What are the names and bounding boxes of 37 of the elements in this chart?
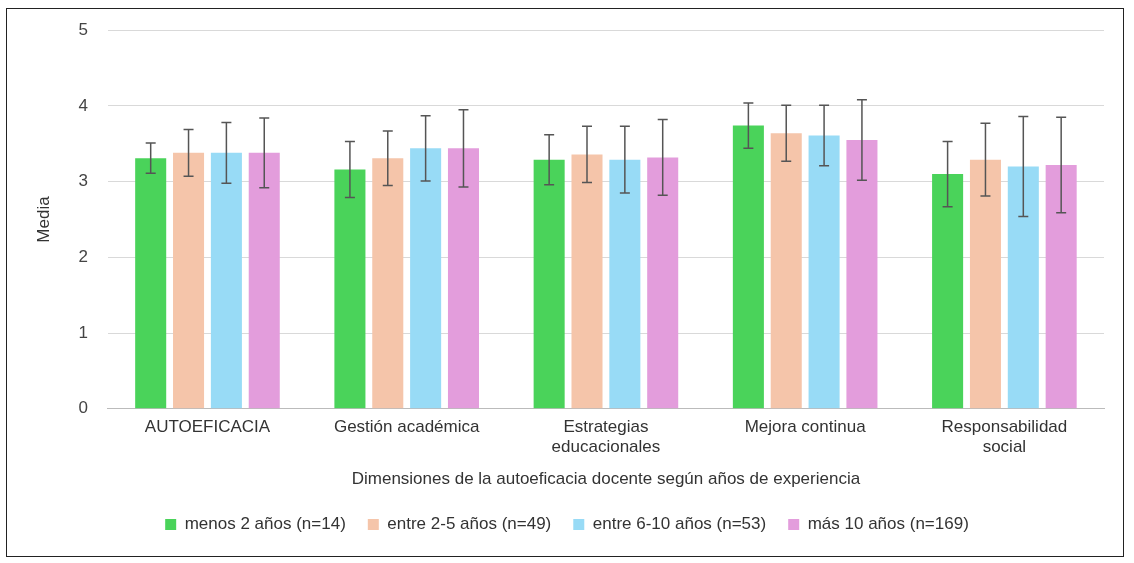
bar <box>447 148 479 409</box>
bar <box>173 152 205 409</box>
bar <box>210 152 242 409</box>
y-tick-label: 1 <box>78 322 88 342</box>
bar <box>1045 164 1077 409</box>
x-tick-label: Responsabilidad social <box>941 416 1068 457</box>
bar <box>571 154 603 409</box>
bar <box>1007 166 1039 409</box>
x-tick-label: Estrategias educacionales <box>551 416 661 457</box>
legend-label: menos 2 años (n=14) <box>184 514 346 534</box>
x-tick-label: Gestión académica <box>333 416 480 436</box>
bar <box>372 158 404 409</box>
bar <box>533 159 565 409</box>
legend-label: entre 2-5 años (n=49) <box>387 514 552 534</box>
bar <box>609 159 641 409</box>
legend-label: más 10 años (n=169) <box>807 514 969 534</box>
bar <box>732 125 764 409</box>
bar <box>808 135 840 409</box>
bar <box>410 148 442 409</box>
bar <box>846 139 878 409</box>
bar <box>334 169 366 409</box>
x-axis-title: Dimensiones de la autoeficacia docente según años de experiencia <box>351 469 861 489</box>
y-tick-label: 0 <box>78 398 88 418</box>
y-tick-label: 4 <box>78 95 88 115</box>
y-tick-label: 2 <box>78 247 88 267</box>
bar <box>770 133 802 409</box>
legend-label: entre 6-10 años (n=53) <box>592 514 767 534</box>
y-tick-label: 5 <box>78 19 88 39</box>
bar <box>135 158 167 409</box>
bar <box>647 157 679 409</box>
x-tick-label: AUTOEFICACIA <box>144 416 271 436</box>
x-tick-label: Mejora continua <box>744 416 867 436</box>
bar <box>969 159 1001 409</box>
bar <box>248 152 280 409</box>
y-axis-title: Media <box>33 195 53 243</box>
y-tick-label: 3 <box>78 171 88 191</box>
bar <box>932 174 964 409</box>
